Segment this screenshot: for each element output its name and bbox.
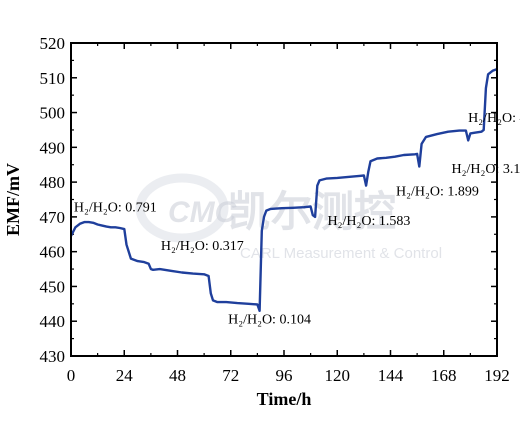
annotations-layer: H₂/H₂O: 0.791 H₂/H₂O: 0.317 H₂/H₂O: 0.104 H… [74,111,520,327]
y-axis-title: EMF/mV [3,163,23,236]
y-tick-label: 490 [40,138,66,157]
x-tick-label: 0 [67,366,76,385]
y-tick-label: 460 [40,243,66,262]
x-tick-label: 48 [169,366,186,385]
y-tick-label: 520 [40,34,66,53]
y-tick-label: 500 [40,104,66,123]
watermark-english-text: CARL Measurement & Control [240,245,442,262]
y-tick-label: 430 [40,347,66,366]
plot-frame [70,42,498,357]
watermark-logo-text: CMC [168,196,238,229]
x-tick-label: 24 [116,366,134,385]
x-tick-label: 192 [484,366,510,385]
ratio-annotation: H₂/H₂O: 0.791 [74,201,157,216]
watermark: CMC 凯尔测控 CARL Measurement & Control [135,173,442,262]
emf-series-line [69,67,498,312]
watermark-logo-icon [135,173,229,243]
ratio-annotation: H₂/H₂O: 1.899 [396,185,479,200]
y-tick-label: 440 [40,312,66,331]
ratio-annotation: H₂/H₂O: 1.583 [327,214,410,229]
x-axis-title: Time/h [257,389,312,409]
x-tick-label: 120 [325,366,351,385]
x-tick-label: 72 [222,366,239,385]
x-tick-label: 168 [431,366,457,385]
ratio-annotation: H₂/H₂O: 3.143 [452,162,520,177]
y-tick-label: 450 [40,277,66,296]
ratio-annotation: H₂/H₂O: 0.317 [161,239,244,254]
y-tick-label: 470 [40,208,66,227]
ratio-annotation: H₂/H₂O: 4.274 [468,111,520,126]
labels-layer: 0 24 48 72 96 120 144 168 192 430 440 450 460 470 480 4… [40,34,510,385]
x-tick-label: 96 [276,366,293,385]
y-tick-label: 510 [40,69,66,88]
y-tick-label: 480 [40,173,66,192]
x-tick-label: 144 [378,366,404,385]
ratio-annotation: H₂/H₂O: 0.104 [228,312,311,327]
